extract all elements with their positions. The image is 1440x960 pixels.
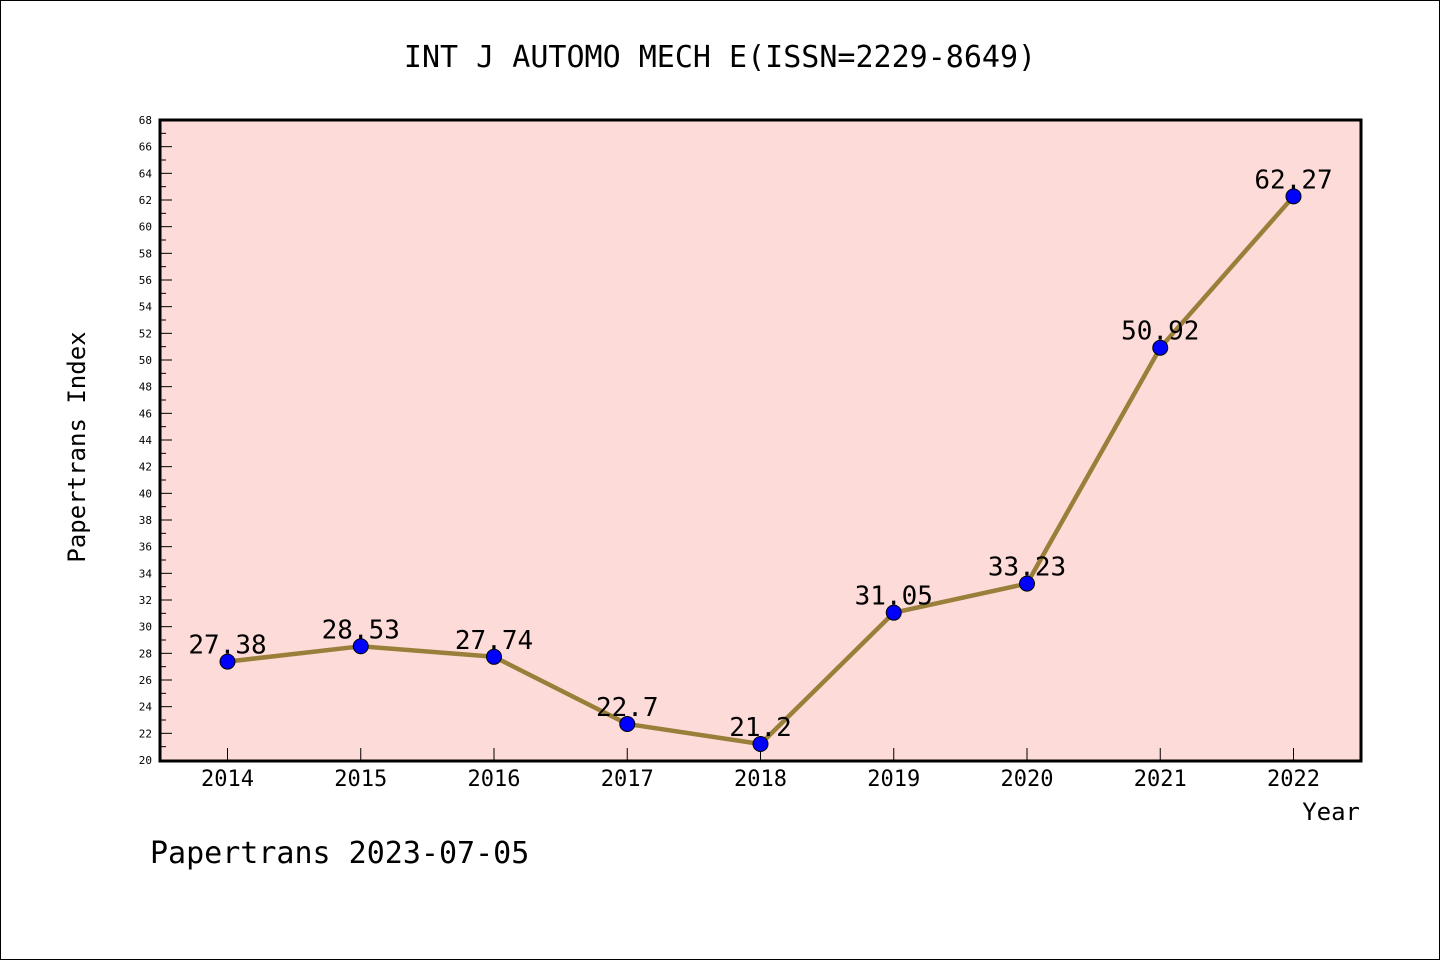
x-tick-label: 2021 <box>1134 767 1187 792</box>
x-tick-label: 2017 <box>601 767 654 792</box>
data-point <box>752 736 769 752</box>
data-label: 21.2 <box>729 713 792 743</box>
data-label: 28.53 <box>322 615 400 645</box>
y-tick-label: 56 <box>139 274 152 287</box>
x-axis: 2014 2015 2016 2017 2018 2019 2020 2021 2022 <box>201 748 1320 792</box>
data-point <box>486 648 502 665</box>
y-tick-label: 40 <box>139 487 152 500</box>
y-tick-label: 32 <box>139 594 152 607</box>
y-tick-label: 54 <box>139 301 153 314</box>
data-label: 31.05 <box>855 582 933 612</box>
y-tick-label: 60 <box>139 221 152 234</box>
data-label: 33.23 <box>988 553 1066 583</box>
plot-area <box>158 118 1363 763</box>
y-minor-ticks <box>160 132 166 748</box>
y-tick-label: 28 <box>139 647 152 660</box>
y-tick-label: 52 <box>139 327 152 340</box>
y-tick-label: 42 <box>139 461 152 474</box>
y-tick-label: 48 <box>139 381 152 394</box>
y-tick-label: 58 <box>139 247 152 260</box>
data-point <box>1019 575 1035 592</box>
y-tick-label: 22 <box>139 727 152 740</box>
data-label: 62.27 <box>1254 165 1332 195</box>
y-axis: 20 22 24 26 28 30 32 34 36 38 40 42 44 46 48 50 52 54 56 58… <box>139 114 172 767</box>
x-axis-label: Year <box>1302 798 1360 826</box>
y-tick-label: 44 <box>139 434 153 447</box>
y-axis-label: Papertrans Index <box>63 331 91 562</box>
data-label: 50.92 <box>1121 317 1199 347</box>
data-point <box>885 604 902 621</box>
x-tick-label: 2022 <box>1267 767 1320 792</box>
data-points <box>219 188 1302 752</box>
y-tick-label: 20 <box>139 754 152 767</box>
data-point <box>1152 339 1169 356</box>
data-label: 27.38 <box>188 631 266 661</box>
y-tick-label: 38 <box>139 514 152 527</box>
y-tick-label: 50 <box>139 354 152 367</box>
y-tick-label: 24 <box>139 701 153 714</box>
y-tick-label: 68 <box>139 114 152 127</box>
y-tick-label: 26 <box>139 674 152 687</box>
data-point <box>1285 188 1302 205</box>
x-tick-label: 2019 <box>867 767 920 792</box>
y-tick-label: 30 <box>139 621 152 634</box>
y-tick-label: 34 <box>139 567 153 580</box>
data-point <box>352 638 369 655</box>
y-tick-label: 46 <box>139 407 152 420</box>
y-tick-label: 66 <box>139 141 152 154</box>
y-tick-label: 36 <box>139 541 152 554</box>
y-tick-label: 64 <box>139 167 153 180</box>
x-tick-label: 2016 <box>468 767 521 792</box>
x-tick-label: 2014 <box>201 767 254 792</box>
chart-title: INT J AUTOMO MECH E(ISSN=2229-8649) <box>404 40 1036 75</box>
data-point <box>619 716 636 732</box>
x-tick-label: 2020 <box>1001 767 1054 792</box>
data-label: 22.7 <box>596 693 659 723</box>
x-tick-label: 2015 <box>334 767 387 792</box>
data-labels: 27.38 28.53 27.74 22.7 21.2 31.05 33.23 50.92 62… <box>188 165 1332 743</box>
x-tick-label: 2018 <box>734 767 787 792</box>
y-tick-label: 62 <box>139 194 152 207</box>
footer-text: Papertrans 2023-07-05 <box>150 836 529 871</box>
data-point <box>219 653 236 670</box>
data-label: 27.74 <box>455 626 533 656</box>
